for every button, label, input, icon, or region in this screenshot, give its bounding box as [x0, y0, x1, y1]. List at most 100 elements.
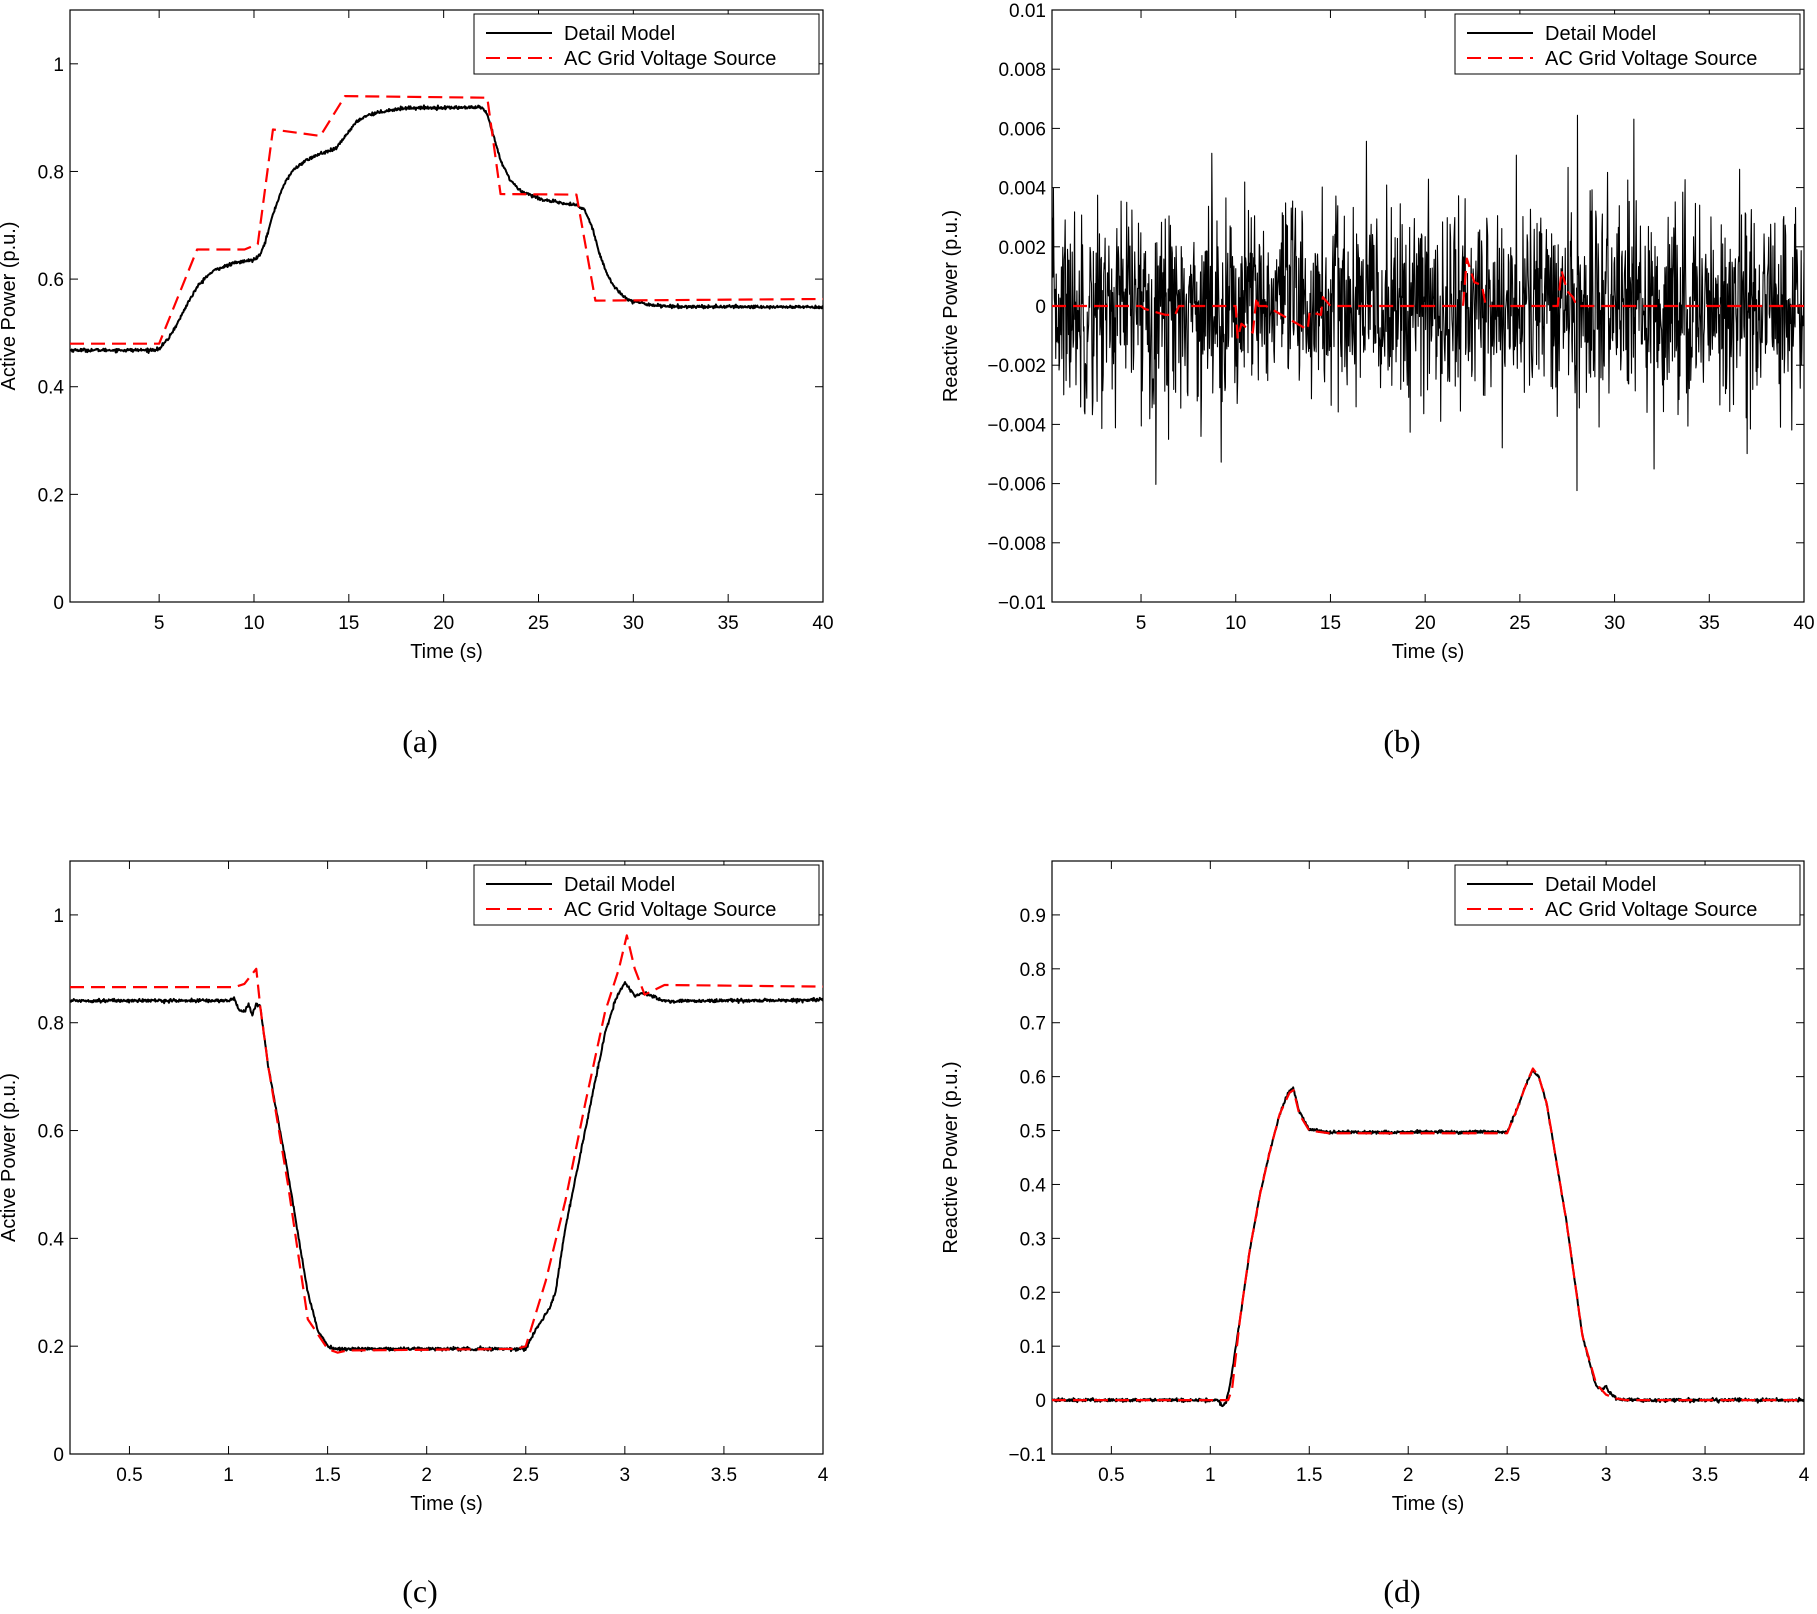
x-tick-label: 3 — [1601, 1465, 1612, 1486]
x-tick-label: 2.5 — [513, 1465, 539, 1486]
x-tick-label: 0.5 — [1098, 1465, 1124, 1486]
y-tick-label: 0 — [1035, 1391, 1046, 1412]
legend-label: Detail Model — [1545, 874, 1656, 896]
y-tick-label: 0.2 — [38, 485, 64, 506]
legend-label: Detail Model — [564, 23, 675, 45]
x-axis-label: Time (s) — [410, 641, 483, 663]
chart-panel-d: 0.5 1 1.5 2 2.5 3 3.5 4 −0.1 0 0.1 0.2 0.3 0.4 0.5 0.6 0… — [940, 860, 1810, 1609]
legend-label: Detail Model — [1545, 23, 1656, 45]
x-tick-label: 0.5 — [116, 1465, 142, 1486]
y-tick-label: 0.1 — [1020, 1337, 1046, 1358]
x-tick-label: 5 — [1136, 613, 1147, 634]
panel-caption: (b) — [1383, 723, 1420, 759]
y-axis-label: Active Power (p.u.) — [0, 222, 20, 391]
x-tick-label: 40 — [812, 613, 833, 634]
y-tick-label: 0.4 — [38, 378, 65, 399]
y-tick-label: 1 — [53, 906, 64, 927]
y-tick-label: 0.008 — [998, 60, 1046, 81]
x-tick-label: 40 — [1793, 613, 1814, 634]
y-tick-label: 0.004 — [998, 179, 1046, 200]
y-tick-label: −0.1 — [1008, 1445, 1046, 1466]
y-tick-label: 0.01 — [1009, 1, 1046, 22]
series-line-detail-model — [70, 104, 823, 354]
x-tick-label: 3 — [620, 1465, 631, 1486]
y-tick-label: −0.01 — [998, 593, 1046, 614]
x-axis-label: Time (s) — [1392, 1493, 1465, 1515]
y-tick-label: 0.7 — [1020, 1014, 1046, 1035]
legend: Detail Model AC Grid Voltage Source — [473, 864, 820, 926]
x-tick-label: 2 — [421, 1465, 432, 1486]
y-tick-label: 0.002 — [998, 238, 1046, 259]
y-tick-label: 0.2 — [1020, 1283, 1046, 1304]
series-line-ac-grid-voltage-source — [70, 934, 823, 1354]
y-tick-label: −0.006 — [987, 475, 1046, 496]
series-line-ac-grid-voltage-source — [70, 95, 823, 345]
x-tick-label: 2 — [1403, 1465, 1414, 1486]
x-tick-label: 4 — [818, 1465, 829, 1486]
y-tick-label: 0 — [53, 593, 64, 614]
x-tick-label: 25 — [1509, 613, 1530, 634]
y-tick-label: 1 — [53, 55, 64, 76]
legend-label: AC Grid Voltage Source — [1545, 899, 1757, 921]
series-line-detail-model — [1052, 114, 1804, 492]
x-axis-label: Time (s) — [1392, 641, 1465, 663]
panel-caption: (d) — [1383, 1573, 1420, 1609]
y-tick-label: 0.6 — [1020, 1068, 1046, 1089]
y-axis-label: Reactive Power (p.u.) — [940, 1061, 962, 1253]
y-tick-label: 0.8 — [38, 1014, 64, 1035]
x-tick-label: 25 — [528, 613, 549, 634]
x-tick-label: 2.5 — [1494, 1465, 1520, 1486]
legend-label: AC Grid Voltage Source — [564, 48, 776, 70]
plot-area — [69, 860, 824, 1455]
y-tick-label: 0.9 — [1020, 906, 1046, 927]
x-tick-label: 30 — [1604, 613, 1625, 634]
series-group — [1052, 1067, 1804, 1408]
series-line-ac-grid-voltage-source — [1052, 1067, 1804, 1402]
legend-label: AC Grid Voltage Source — [1545, 48, 1757, 70]
series-group — [70, 934, 823, 1354]
y-tick-label: −0.004 — [987, 415, 1046, 436]
series-group — [70, 95, 823, 354]
x-tick-label: 1.5 — [314, 1465, 340, 1486]
x-tick-label: 10 — [1225, 613, 1246, 634]
y-tick-label: 0.8 — [1020, 960, 1046, 981]
series-line-ac-grid-voltage-source — [1052, 257, 1804, 340]
x-tick-label: 4 — [1799, 1465, 1810, 1486]
y-axis-label: Active Power (p.u.) — [0, 1073, 20, 1242]
x-tick-label: 15 — [338, 613, 359, 634]
chart-panel-b: 5 10 15 20 25 30 35 40 −0.01 −0.008 −0.006 −0.004 −0… — [940, 1, 1815, 759]
y-tick-label: 0.006 — [998, 119, 1046, 140]
legend-label: Detail Model — [564, 874, 675, 896]
y-tick-label: −0.008 — [987, 534, 1046, 555]
x-tick-label: 35 — [1699, 613, 1720, 634]
legend-box — [1454, 13, 1801, 75]
legend: Detail Model AC Grid Voltage Source — [1454, 13, 1801, 75]
x-tick-label: 1 — [1205, 1465, 1216, 1486]
legend-box — [473, 13, 820, 75]
x-tick-label: 15 — [1320, 613, 1341, 634]
x-tick-label: 35 — [718, 613, 739, 634]
x-tick-label: 3.5 — [711, 1465, 737, 1486]
x-tick-label: 10 — [243, 613, 264, 634]
x-tick-label: 5 — [154, 613, 165, 634]
legend: Detail Model AC Grid Voltage Source — [473, 13, 820, 75]
y-tick-label: 0.8 — [38, 162, 64, 183]
panel-caption: (a) — [402, 723, 438, 759]
y-tick-label: 0 — [53, 1445, 64, 1466]
legend-label: AC Grid Voltage Source — [564, 899, 776, 921]
legend-box — [473, 864, 820, 926]
x-tick-label: 20 — [433, 613, 454, 634]
x-tick-label: 1 — [223, 1465, 234, 1486]
chart-panel-a: 5 10 15 20 25 30 35 40 0 0.2 0.4 0.6 0.8 1 Time (s) Act… — [0, 9, 834, 759]
y-tick-label: 0.2 — [38, 1337, 64, 1358]
y-axis-label: Reactive Power (p.u.) — [940, 210, 962, 402]
legend-box — [1454, 864, 1801, 926]
x-axis-label: Time (s) — [410, 1493, 483, 1515]
plot-area — [1051, 860, 1805, 1455]
x-tick-label: 20 — [1415, 613, 1436, 634]
y-tick-label: 0.6 — [38, 270, 64, 291]
y-tick-label: 0 — [1035, 297, 1046, 318]
y-tick-label: 0.6 — [38, 1122, 64, 1143]
y-tick-label: 0.3 — [1020, 1229, 1046, 1250]
x-tick-label: 1.5 — [1296, 1465, 1322, 1486]
